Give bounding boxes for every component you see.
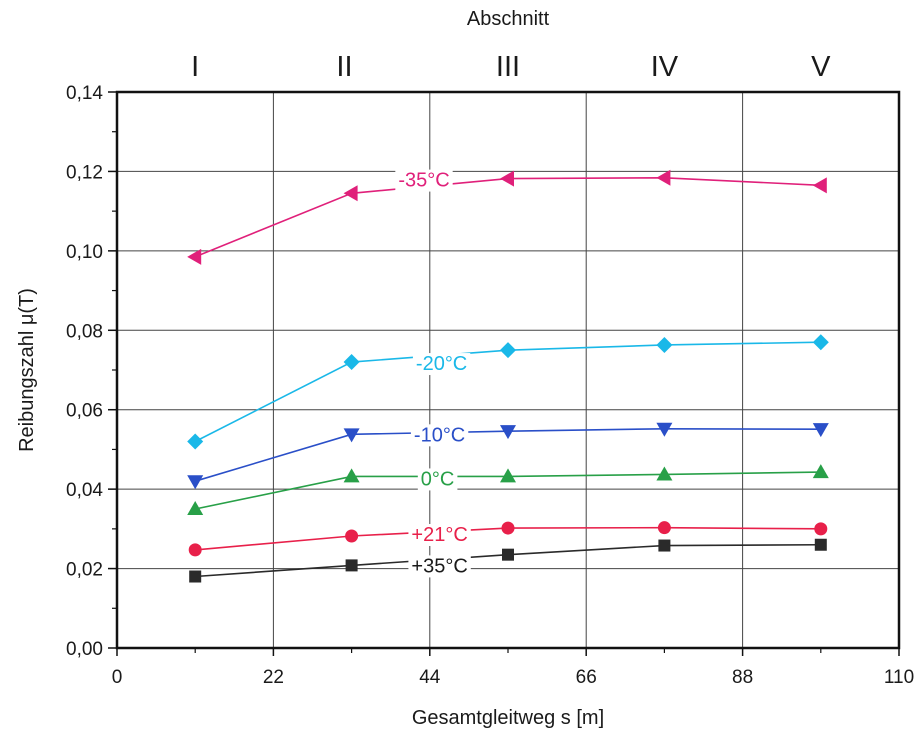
data-point	[187, 501, 204, 515]
x-tick-label: 66	[576, 667, 597, 688]
section-label: I	[191, 51, 199, 83]
series-label-background	[408, 555, 471, 578]
data-point	[343, 428, 360, 443]
data-point	[812, 423, 829, 438]
series-5: +35°C	[189, 538, 827, 583]
series-label: -20°C	[416, 353, 467, 375]
data-point	[502, 548, 514, 561]
series-line	[194, 176, 821, 258]
data-point	[814, 538, 827, 551]
data-point	[812, 177, 827, 194]
data-point	[501, 521, 515, 535]
data-point	[345, 559, 358, 572]
y-tick-label: 0,06	[66, 401, 103, 422]
data-point	[812, 464, 829, 479]
data-point	[812, 334, 829, 351]
data-point	[500, 425, 516, 440]
data-point	[658, 539, 671, 552]
section-label: V	[811, 51, 831, 83]
data-point	[189, 570, 202, 583]
data-point	[656, 336, 673, 353]
series-1: -20°C	[187, 334, 829, 450]
series-label: 0°C	[421, 468, 455, 490]
series-label-background	[412, 353, 471, 376]
section-label: III	[496, 51, 520, 83]
data-point	[188, 543, 202, 557]
x-axis-title: Gesamtgleitweg s [m]	[412, 707, 604, 729]
y-tick-label: 0,14	[66, 83, 103, 104]
series-label: -35°C	[398, 170, 449, 192]
series-label-background	[408, 524, 471, 547]
series-4: +21°C	[188, 521, 828, 557]
y-tick-label: 0,08	[66, 321, 103, 342]
data-point	[500, 468, 516, 483]
data-point	[345, 529, 359, 543]
series-label-background	[410, 424, 469, 447]
y-tick-label: 0,02	[66, 560, 103, 581]
data-point	[343, 354, 360, 371]
y-axis-title: Reibungszahl μ(T)	[16, 288, 38, 452]
series-label: -10°C	[414, 424, 465, 446]
series-2: -10°C	[187, 422, 829, 490]
data-point	[187, 475, 204, 490]
data-point	[814, 522, 828, 536]
series-group: -35°C -20°C -10°C 0°C +21°C +35°C	[187, 169, 829, 583]
series-label: +21°C	[411, 524, 467, 546]
data-point	[657, 521, 671, 535]
x-tick-label: 88	[732, 667, 753, 688]
data-point	[343, 468, 360, 483]
data-point	[656, 466, 673, 481]
axes: 0 22 44 66 88 110 0,00 0,02 0,04 0,06 0,08 0,10 0,12…	[66, 51, 914, 688]
x-tick-label: 0	[112, 667, 123, 688]
data-point	[500, 170, 514, 187]
top-axis-title: Abschnitt	[467, 8, 550, 30]
data-point	[500, 342, 516, 359]
section-label: IV	[651, 51, 679, 83]
section-label: II	[336, 51, 352, 83]
series-3: 0°C	[187, 464, 829, 515]
series-label-background	[417, 468, 458, 491]
series-label: +35°C	[411, 555, 467, 577]
data-point	[187, 248, 202, 265]
data-point	[656, 169, 671, 186]
y-tick-label: 0,00	[66, 639, 103, 660]
y-tick-label: 0,12	[66, 162, 103, 183]
y-tick-label: 0,04	[66, 480, 103, 501]
series-0: -35°C	[187, 169, 827, 265]
x-tick-label: 22	[263, 667, 284, 688]
x-tick-label: 44	[419, 667, 441, 688]
y-tick-label: 0,10	[66, 242, 103, 263]
x-tick-label: 110	[884, 667, 914, 688]
data-point	[187, 433, 204, 450]
data-point	[343, 185, 358, 202]
data-point	[656, 422, 673, 437]
series-label-background	[395, 169, 453, 192]
